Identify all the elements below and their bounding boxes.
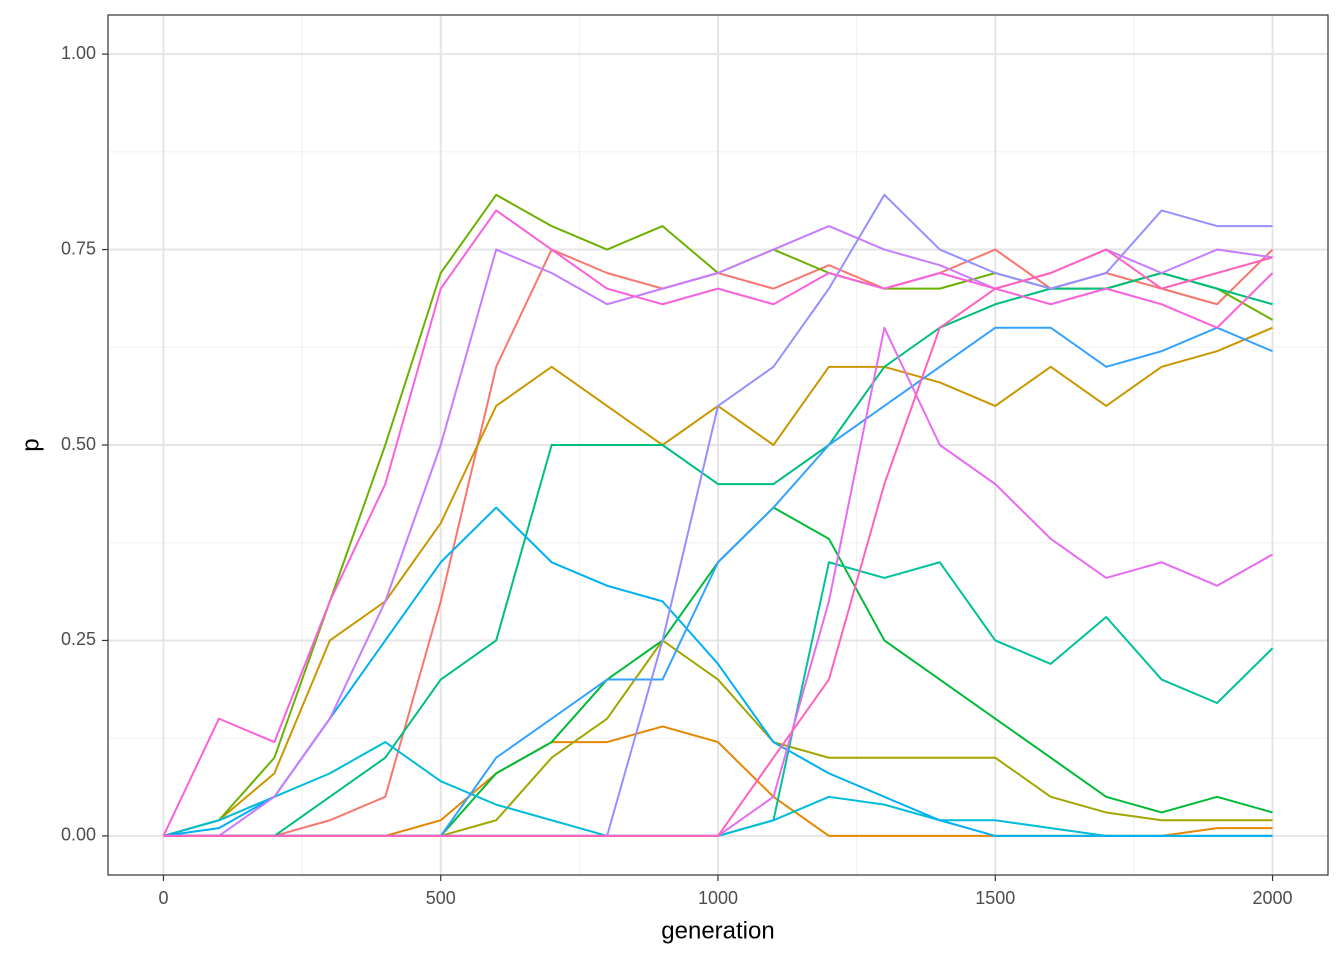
series-line xyxy=(163,248,1273,837)
x-tick-label: 1500 xyxy=(975,888,1015,908)
x-axis-title: generation xyxy=(661,917,774,944)
x-tick-label: 1000 xyxy=(698,888,738,908)
x-tick-label: 500 xyxy=(426,888,456,908)
series-line xyxy=(162,209,1274,837)
lines xyxy=(162,193,1274,837)
y-axis-title: p xyxy=(17,438,44,451)
series-line xyxy=(163,272,1273,837)
y-tick-label: 0.25 xyxy=(61,629,96,649)
y-tick-label: 0.50 xyxy=(61,434,96,454)
y-tick-label: 0.75 xyxy=(61,238,96,258)
x-tick-label: 2000 xyxy=(1253,888,1293,908)
x-tick-label: 0 xyxy=(158,888,168,908)
y-tick-label: 0.00 xyxy=(61,825,96,845)
axes: 0 500 1000 1500 2000 0.00 0.25 0.50 0.75 1.00 xyxy=(61,43,1293,908)
series-line xyxy=(163,506,1273,837)
y-tick-label: 1.00 xyxy=(61,43,96,63)
